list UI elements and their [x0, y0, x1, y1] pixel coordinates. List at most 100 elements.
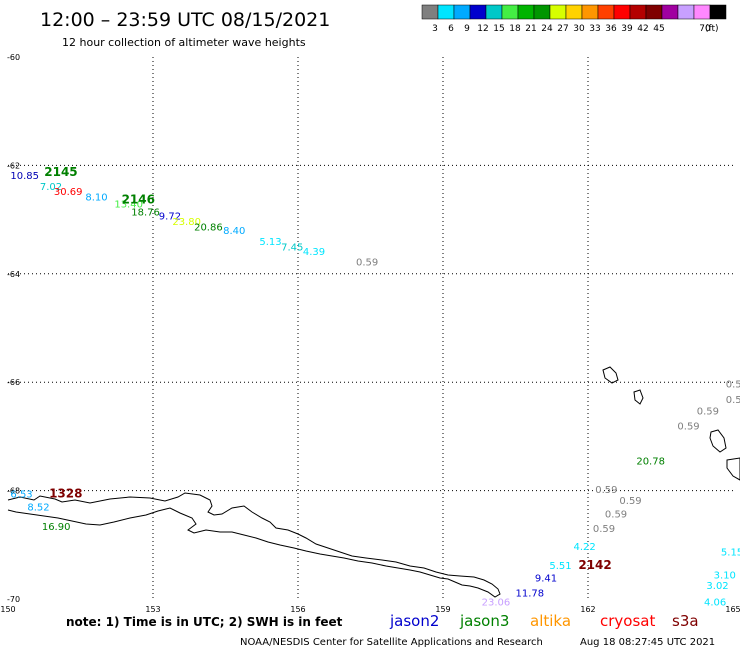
colorbar-label: 45	[653, 24, 664, 34]
colorbar-label: 70	[699, 24, 711, 34]
colorbar-swatch	[517, 4, 535, 20]
pass-labels: 2145 2146 1328 2142	[44, 165, 611, 572]
wave-height-value: 20.78	[636, 457, 665, 468]
pass-number: 2142	[578, 558, 611, 572]
island-2	[633, 389, 644, 405]
lon-tick-label: 150	[0, 605, 15, 614]
pass-number: 1328	[49, 487, 82, 501]
lat-tick-label: -62	[7, 161, 20, 170]
colorbar-label: 18	[509, 24, 521, 34]
colorbar-swatch	[501, 4, 519, 20]
colorbar-label: 30	[573, 24, 585, 34]
wave-height-value: 7.02	[40, 182, 62, 193]
colorbar-swatch	[709, 4, 727, 20]
colorbar-swatch	[629, 4, 647, 20]
wave-height-value: 5.15	[721, 548, 740, 559]
colorbar-swatch	[533, 4, 551, 20]
map-subtitle: 12 hour collection of altimeter wave hei…	[62, 36, 306, 49]
mission-label: jason2	[389, 612, 439, 630]
lon-tick-label: 159	[435, 605, 450, 614]
colorbar-label: 39	[621, 24, 633, 34]
wave-height-value: 16.90	[42, 522, 71, 533]
wave-height-value: 4.39	[303, 247, 325, 258]
coastline	[7, 366, 740, 598]
wave-height-value: 0.5	[726, 395, 740, 406]
colorbar-label: 15	[493, 24, 504, 34]
timestamp-text: Aug 18 08:27:45 UTC 2021	[580, 637, 715, 648]
mission-label: s3a	[672, 612, 699, 630]
wave-height-value: 3.02	[706, 581, 728, 592]
wave-height-value: 7.45	[281, 242, 303, 253]
wave-height-value: 0.59	[605, 510, 627, 521]
wave-height-value: 5.51	[549, 561, 571, 572]
colorbar-label: 24	[541, 24, 553, 34]
colorbar-label: 21	[525, 24, 536, 34]
colorbar-label: 12	[477, 24, 488, 34]
colorbar-swatch	[597, 4, 615, 20]
wave-height-value: 8.40	[223, 226, 245, 237]
colorbar-swatch	[485, 4, 503, 20]
colorbar-label: 36	[605, 24, 617, 34]
mission-label: jason3	[459, 612, 509, 630]
wave-height-value: 0.59	[356, 258, 378, 269]
wave-height-value: 0.59	[593, 524, 615, 535]
mission-label: altika	[530, 612, 571, 630]
colorbar-swatch	[453, 4, 471, 20]
colorbar-label: 27	[557, 24, 568, 34]
colorbar-label: 3	[432, 24, 438, 34]
wave-height-value: 23.06	[482, 598, 511, 609]
wave-height-value: 6.53	[10, 490, 32, 501]
lat-tick-label: -66	[7, 378, 20, 387]
antarctic-coastline	[7, 492, 501, 598]
wave-height-value: 0.59	[619, 496, 641, 507]
wave-height-value: 9.72	[159, 212, 181, 223]
mission-legend: jason2 jason3 altika cryosat s3a	[389, 612, 699, 630]
colorbar-swatch	[565, 4, 583, 20]
colorbar-swatch	[613, 4, 631, 20]
colorbar-swatch	[661, 4, 679, 20]
wave-height-value: 8.52	[27, 503, 49, 514]
footer-note: note: 1) Time is in UTC; 2) SWH is in fe…	[66, 615, 343, 629]
wave-height-value: 9.41	[535, 574, 557, 585]
wave-height-value: 3.10	[714, 570, 736, 581]
colorbar-swatch	[677, 4, 695, 20]
pass-number: 2146	[122, 192, 155, 206]
pass-number: 2145	[44, 165, 77, 179]
wave-height-value: 4.22	[574, 542, 596, 553]
lon-tick-label: 162	[580, 605, 595, 614]
lon-tick-label: 153	[145, 605, 160, 614]
wave-height-value: 0.59	[595, 485, 617, 496]
colorbar-swatch	[645, 4, 663, 20]
colorbar-swatch	[549, 4, 567, 20]
wave-height-value: 11.78	[516, 588, 545, 599]
colorbar-swatch	[437, 4, 455, 20]
colorbar-unit: (ft)	[705, 24, 719, 34]
credit-text: NOAA/NESDIS Center for Satellite Applica…	[240, 637, 543, 648]
island-3	[709, 429, 727, 453]
wave-height-value: 18.76	[131, 207, 160, 218]
wave-height-value: 0.59	[697, 407, 719, 418]
colorbar-swatch	[469, 4, 487, 20]
island-4	[726, 457, 740, 481]
lat-tick-label: -70	[7, 595, 20, 604]
lon-tick-label: 156	[290, 605, 305, 614]
wave-height-value: 30.69	[54, 187, 83, 198]
lat-tick-label: -60	[7, 53, 20, 62]
lat-tick-label: -64	[7, 270, 20, 279]
wave-height-value: 0.5	[726, 380, 740, 391]
axis-ticks: 150 153 156 159 162 165 -60 -62 -64 -66 -68 -70	[0, 53, 740, 614]
wave-height-value: 23.80	[172, 217, 201, 228]
island-1	[602, 366, 619, 384]
wave-height-value: 13.40	[114, 200, 143, 211]
wave-height-value: 5.13	[259, 237, 281, 248]
wave-height-value: 8.10	[85, 193, 107, 204]
map-title: 12:00 – 23:59 UTC 08/15/2021	[40, 9, 330, 31]
colorbar-label: 6	[448, 24, 454, 34]
colorbar-swatch	[693, 4, 711, 20]
wave-height-value: 0.59	[677, 421, 699, 432]
wave-height-value: 4.06	[704, 598, 726, 609]
colorbar-label: 33	[589, 24, 600, 34]
lat-tick-label: -68	[7, 487, 20, 496]
